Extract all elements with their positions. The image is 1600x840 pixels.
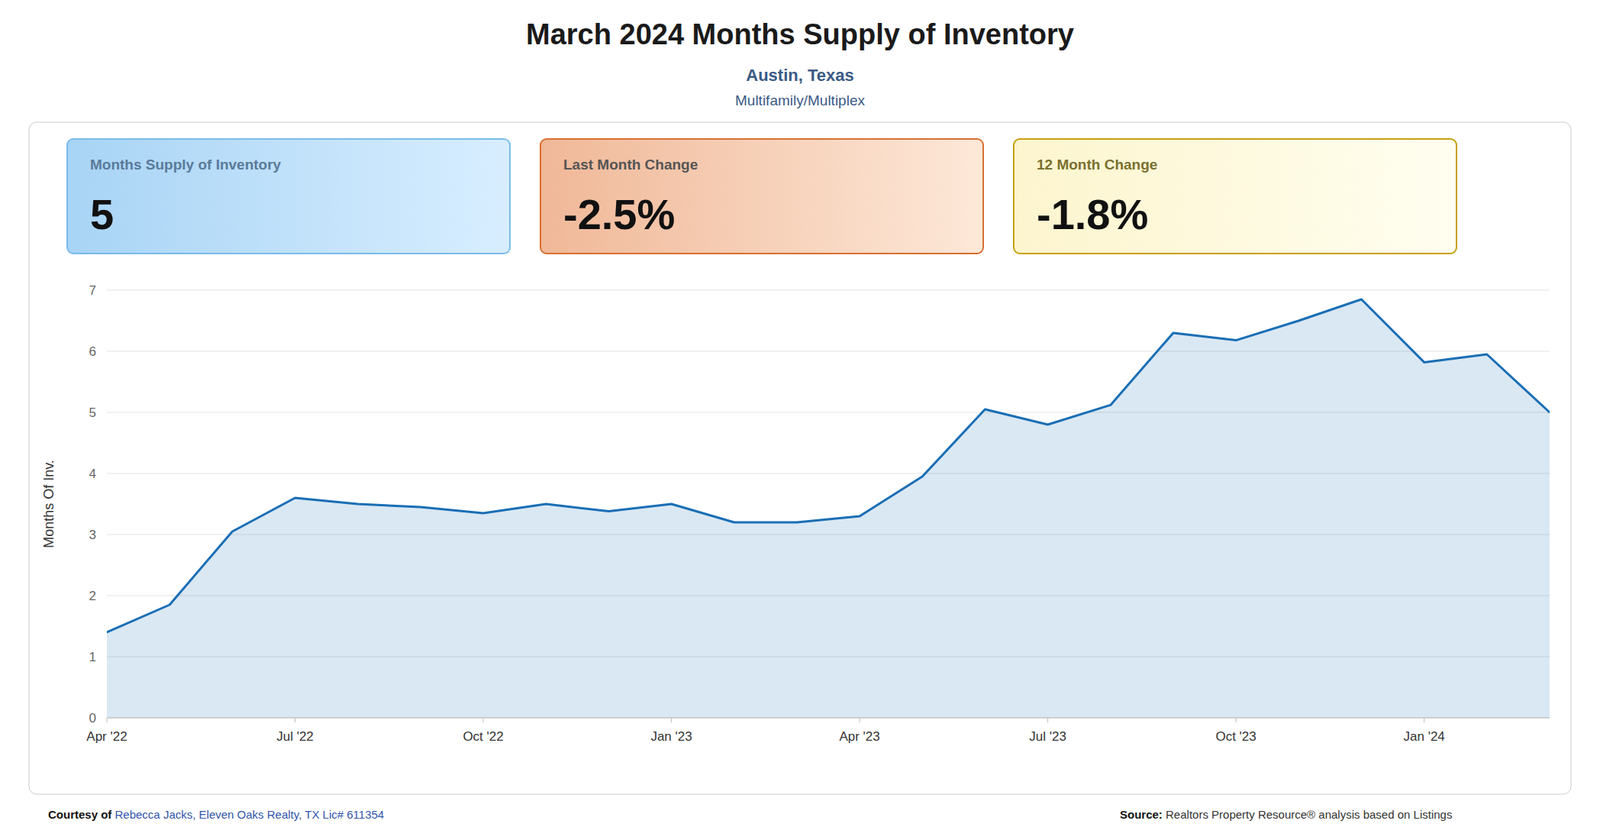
y-tick-label: 7 (89, 283, 97, 298)
y-tick-label: 4 (89, 466, 97, 481)
stat-box: Last Month Change -2.5% (540, 138, 984, 254)
x-tick-label: Jul '22 (276, 729, 314, 744)
chart: March 2024 Months Supply of Inventory Aus… (0, 0, 1600, 840)
stat-box-background (67, 138, 510, 254)
y-tick-label: 6 (89, 344, 97, 359)
grid-line (106, 290, 1550, 291)
subtitle: Austin, Texas (745, 65, 854, 85)
footer-text: Rebecca Jacks, Eleven Oaks Realty, TX Li… (111, 807, 384, 821)
stat-value: -1.8% (1036, 190, 1149, 239)
x-tick (1047, 717, 1049, 723)
stat-label: Last Month Change (563, 156, 698, 173)
y-axis-label: Months Of Inv. (41, 459, 57, 549)
x-tick (483, 717, 484, 723)
subtitle: Multifamily/Multiplex (735, 92, 865, 109)
footer-label: Courtesy of (48, 807, 113, 821)
stat-box: 12 Month Change -1.8% (1013, 138, 1457, 254)
x-tick (859, 717, 861, 723)
stat-label: Months Supply of Inventory (90, 156, 282, 173)
stat-label: 12 Month Change (1036, 156, 1158, 173)
grid-line (106, 717, 1550, 719)
footer: Courtesy of Rebecca Jacks, Eleven Oaks R… (48, 807, 384, 821)
area (106, 299, 1550, 718)
stat-value: -2.5% (563, 190, 675, 239)
series (106, 299, 1550, 718)
panel (29, 122, 1571, 794)
x-tick-label: Apr '22 (86, 729, 127, 744)
x-tick-label: Apr '23 (838, 729, 880, 744)
x-tick (1423, 717, 1425, 723)
y-tick-label: 2 (89, 588, 97, 604)
stat-box: Months Supply of Inventory 5 (67, 138, 510, 254)
x-tick (670, 717, 672, 723)
background (0, 0, 1600, 840)
x-tick (106, 717, 108, 723)
x-tick (1235, 717, 1237, 723)
stat-box-background (540, 138, 984, 254)
stat-value: 5 (90, 190, 114, 239)
x-tick-label: Jul '23 (1029, 729, 1067, 744)
footer-text: Realtors Property Resource® analysis bas… (1162, 807, 1453, 821)
x-axis: Apr '22 Jul '22 Oct '22 Jan '23 Apr '23 Jul '… (86, 717, 1550, 744)
y-tick-label: 5 (89, 405, 97, 420)
y-tick-label: 1 (89, 649, 97, 665)
x-tick-label: Jan '23 (650, 729, 692, 744)
y-tick-label: 3 (89, 527, 97, 542)
x-tick-label: Oct '23 (1215, 729, 1256, 744)
title: March 2024 Months Supply of Inventory (525, 18, 1075, 51)
footer: Source: Realtors Property Resource® anal… (1119, 807, 1452, 821)
line (106, 299, 1550, 633)
y-axis: 0 1 2 3 4 5 6 7 (89, 283, 1550, 726)
x-tick (294, 717, 296, 723)
x-tick-label: Jan '24 (1403, 729, 1446, 744)
x-tick-label: Oct '22 (462, 729, 504, 744)
footer-label: Source: (1119, 807, 1163, 821)
stat-box-background (1013, 138, 1457, 254)
y-tick-label: 0 (89, 710, 97, 726)
x-axis-line (106, 717, 1550, 719)
